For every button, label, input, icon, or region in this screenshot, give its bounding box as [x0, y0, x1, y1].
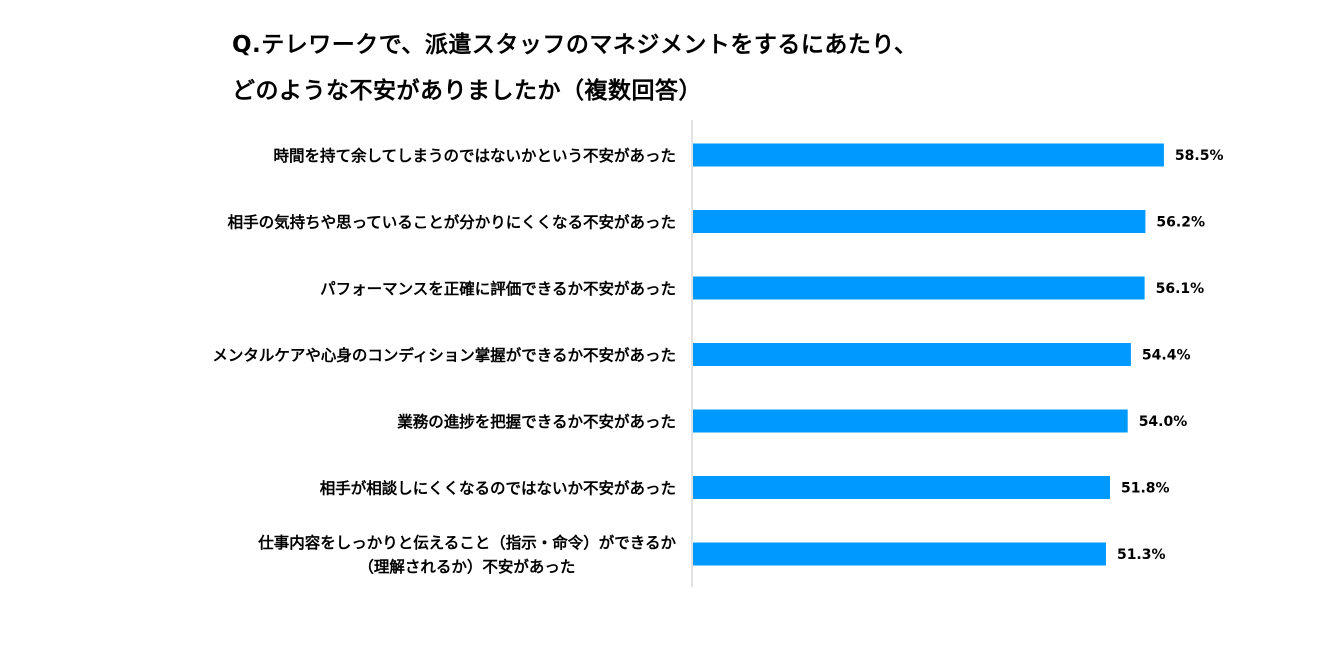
- value-label-4: 54.4%: [1142, 348, 1191, 364]
- category-label-1: 時間を持て余してしまうのではないかという不安があった: [273, 146, 676, 165]
- value-label-7: 51.3%: [1117, 547, 1166, 563]
- bar-4: [693, 343, 1131, 366]
- value-label-3: 56.1%: [1156, 281, 1205, 297]
- chart-title-line-1: Q.テレワークで、派遣スタッフのマネジメントをするにあたり、: [232, 32, 918, 58]
- bar-7: [693, 542, 1106, 566]
- bar-3: [693, 276, 1145, 300]
- category-label-3: パフォーマンスを正確に評価できるか不安があった: [320, 279, 676, 298]
- bar-5: [693, 409, 1128, 433]
- chart-title: Q.テレワークで、派遣スタッフのマネジメントをするにあたり、 どのような不安があ…: [232, 22, 1132, 114]
- value-label-2: 56.2%: [1156, 215, 1205, 231]
- category-label-4: メンタルケアや心身のコンディション掌握ができるか不安があった: [212, 346, 676, 365]
- bar-2: [693, 210, 1146, 233]
- value-label-6: 51.8%: [1121, 481, 1170, 497]
- category-label-7-line-2: （理解されるか）不安があった: [358, 557, 575, 576]
- value-label-5: 54.0%: [1139, 414, 1188, 430]
- bar-1: [693, 143, 1164, 167]
- category-label-2: 相手の気持ちや思っていることが分かりにくくなる不安があった: [228, 213, 676, 232]
- category-label-6: 相手が相談しにくくなるのではないか不安があった: [320, 479, 676, 498]
- chart-title-line-2: どのような不安がありましたか（複数回答）: [232, 78, 702, 104]
- bar-6: [693, 476, 1110, 499]
- category-label-7-line-1: 仕事内容をしっかりと伝えること（指示・命令）ができるか: [257, 533, 676, 552]
- category-label-5: 業務の進捗を把握できるか不安があった: [396, 412, 676, 431]
- value-label-1: 58.5%: [1175, 148, 1224, 164]
